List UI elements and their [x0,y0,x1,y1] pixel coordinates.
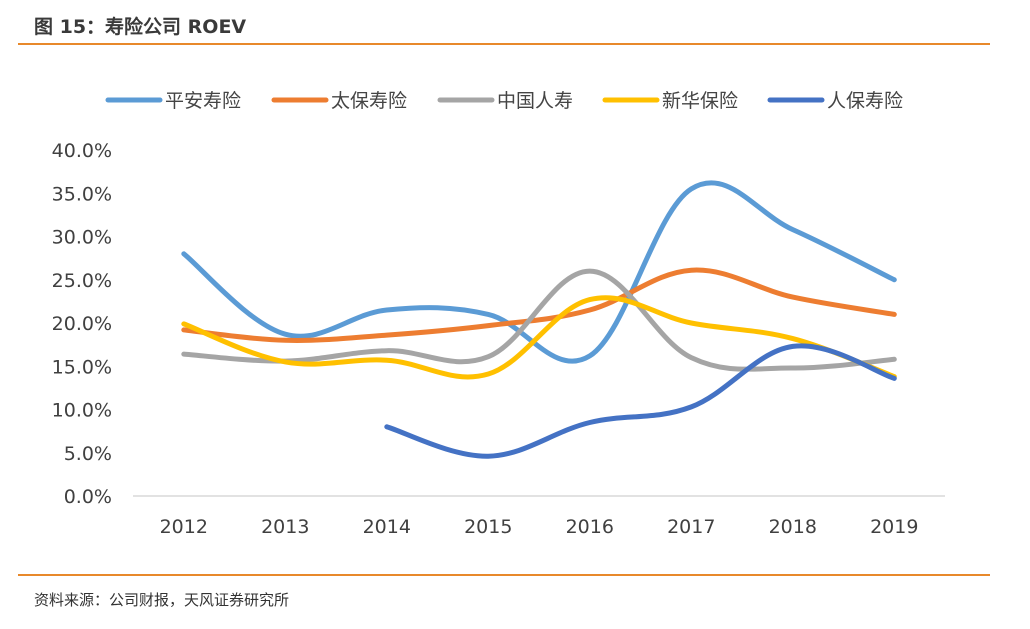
x-tick-label: 2018 [769,516,817,538]
x-tick-label: 2014 [363,516,411,538]
x-tick-label: 2012 [160,516,208,538]
y-tick-label: 30.0% [52,227,112,249]
y-axis: 0.0% 5.0% 10.0% 15.0% 20.0% 25.0% 30.0% 35.0% 40… [52,140,112,508]
source-note: 资料来源：公司财报，天风证券研究所 [34,591,290,609]
series-line-5 [384,343,897,459]
x-axis: 2012 2013 2014 2015 2016 2017 2018 2019 [133,495,945,538]
x-tick-label: 2016 [566,516,614,538]
y-tick-label: 40.0% [52,140,112,162]
y-tick-label: 15.0% [52,356,112,378]
x-tick-label: 2013 [261,516,309,538]
legend-label: 中国人寿 [497,90,573,112]
series-line-4 [181,295,897,380]
header-divider [18,43,990,45]
footer-divider [18,574,990,576]
y-tick-label: 10.0% [52,400,112,422]
x-tick-label: 2017 [667,516,715,538]
legend-label: 太保寿险 [331,90,407,112]
legend-label: 人保寿险 [827,90,903,112]
series-lines [181,180,897,459]
series-line-3 [181,268,897,372]
page-title: 图 15：寿险公司 ROEV [34,16,247,38]
legend-label: 平安寿险 [165,90,241,112]
x-tick-label: 2019 [870,516,918,538]
y-tick-label: 20.0% [52,313,112,335]
legend-label: 新华保险 [662,90,738,112]
y-tick-label: 0.0% [64,486,112,508]
x-tick-label: 2015 [464,516,512,538]
series-line-2 [181,267,897,343]
chart-legend: 平安寿险 太保寿险 中国人寿 新华保险 人保寿险 [105,90,903,112]
y-tick-label: 25.0% [52,270,112,292]
y-tick-label: 35.0% [52,183,112,205]
series-line-1 [181,180,897,364]
y-tick-label: 5.0% [64,443,112,465]
